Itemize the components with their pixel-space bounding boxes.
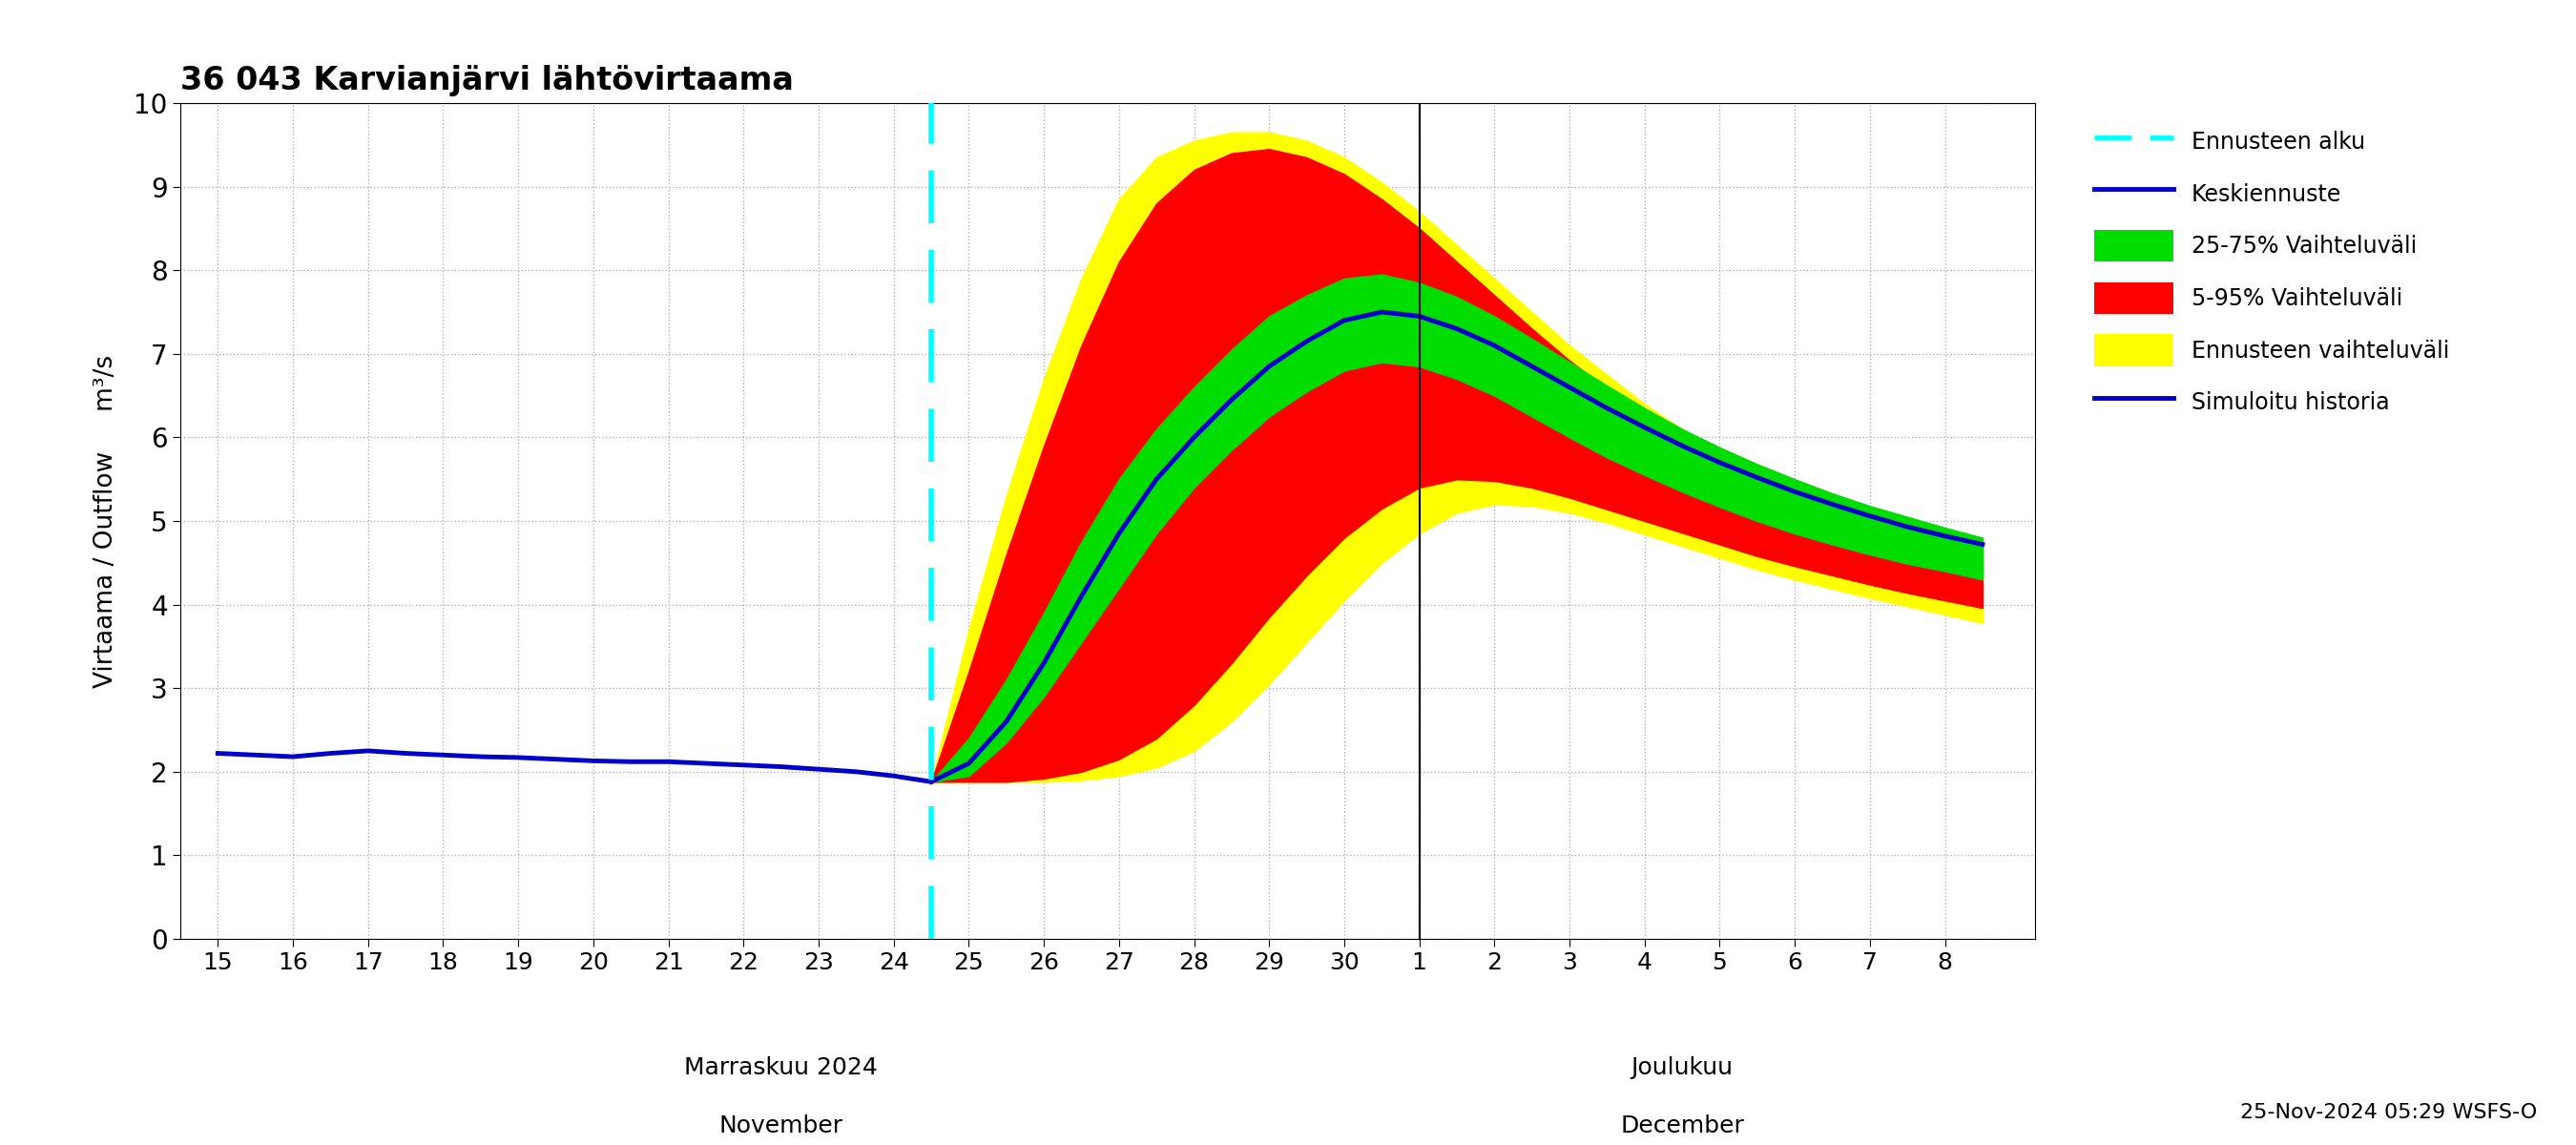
Text: November: November bbox=[719, 1114, 842, 1137]
Legend: Ennusteen alku, Keskiennuste, 25-75% Vaihteluväli, 5-95% Vaihteluväli, Ennusteen: Ennusteen alku, Keskiennuste, 25-75% Vai… bbox=[2084, 114, 2460, 429]
Text: December: December bbox=[1620, 1114, 1744, 1137]
Text: 36 043 Karvianjärvi lähtövirtaama: 36 043 Karvianjärvi lähtövirtaama bbox=[180, 65, 793, 96]
Text: Marraskuu 2024: Marraskuu 2024 bbox=[685, 1056, 878, 1079]
Text: Joulukuu: Joulukuu bbox=[1631, 1056, 1734, 1079]
Y-axis label: Virtaama / Outflow     m³/s: Virtaama / Outflow m³/s bbox=[93, 355, 118, 687]
Text: 25-Nov-2024 05:29 WSFS-O: 25-Nov-2024 05:29 WSFS-O bbox=[2241, 1103, 2537, 1122]
